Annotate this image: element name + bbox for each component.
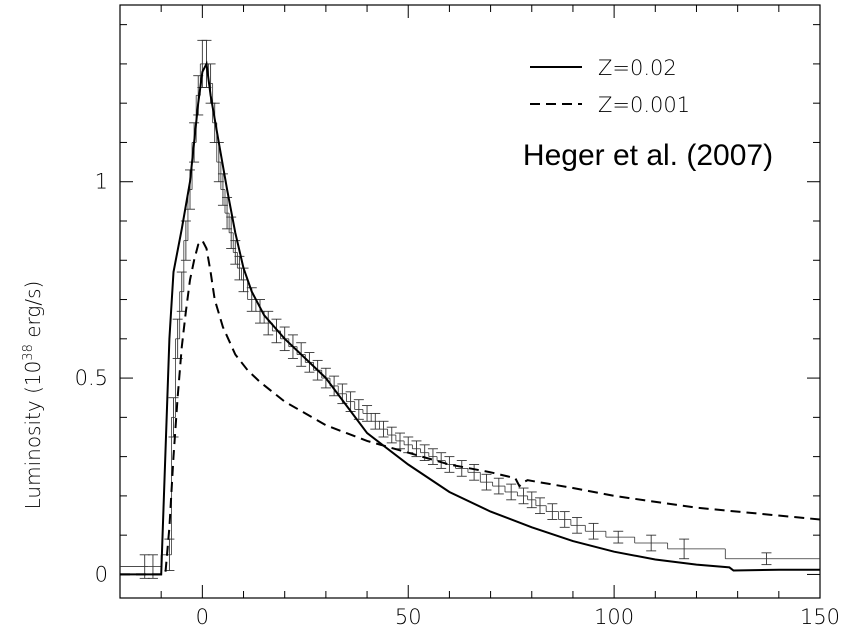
error-bar: [222, 196, 233, 230]
error-bar: [427, 448, 438, 465]
y-tick-label: 0.5: [75, 366, 108, 390]
error-bar: [506, 483, 517, 501]
plot-frame: [119, 4, 821, 599]
error-bar: [168, 397, 179, 438]
y-axis-label: Luminosity (1038 erg/s): [21, 281, 45, 510]
error-bar: [411, 440, 422, 458]
model-line: [120, 238, 821, 576]
error-bar: [547, 503, 558, 520]
error-bar: [172, 318, 183, 359]
error-bar: [481, 473, 492, 491]
error-bar: [176, 271, 187, 312]
error-bar: [679, 538, 690, 560]
x-tick-label: 100: [594, 605, 634, 629]
annotation: Heger et al. (2007): [523, 139, 773, 172]
error-bar: [444, 456, 455, 473]
observed-data: [120, 39, 820, 579]
error-bar: [646, 534, 657, 552]
y-label-text: Luminosity (10: [21, 361, 45, 510]
x-tick-label: 150: [800, 605, 840, 629]
error-bar: [493, 477, 504, 495]
error-bar: [588, 522, 599, 540]
error-bar: [263, 310, 274, 336]
error-bar: [456, 460, 467, 477]
error-bar: [572, 517, 583, 534]
error-bar: [436, 452, 447, 469]
y-tick-label: 1: [95, 170, 108, 194]
y-tick-label: 0: [95, 562, 108, 586]
x-tick-label: 50: [395, 605, 422, 629]
y-label-text: erg/s): [21, 281, 45, 345]
error-bar: [329, 375, 340, 397]
error-bar: [535, 497, 545, 515]
error-bar: [518, 487, 529, 505]
error-bar: [370, 412, 381, 430]
error-bar: [362, 405, 373, 422]
error-bar: [613, 530, 624, 544]
error-bar: [386, 426, 397, 444]
x-tick-label: 0: [196, 605, 209, 629]
error-bar: [469, 464, 480, 481]
error-bar: [761, 552, 772, 566]
error-bar: [353, 399, 364, 420]
error-bar: [217, 173, 228, 206]
legend-label: Z=0.02: [598, 56, 677, 80]
error-bar: [378, 420, 389, 438]
error-bar: [526, 491, 537, 509]
error-bar: [226, 216, 237, 249]
error-bar: [271, 318, 282, 344]
model-line: [120, 60, 820, 576]
legend-label: Z=0.001: [598, 93, 690, 117]
y-label-superscript: 38: [21, 344, 36, 361]
error-bar: [230, 240, 241, 265]
error-bar: [559, 511, 570, 528]
